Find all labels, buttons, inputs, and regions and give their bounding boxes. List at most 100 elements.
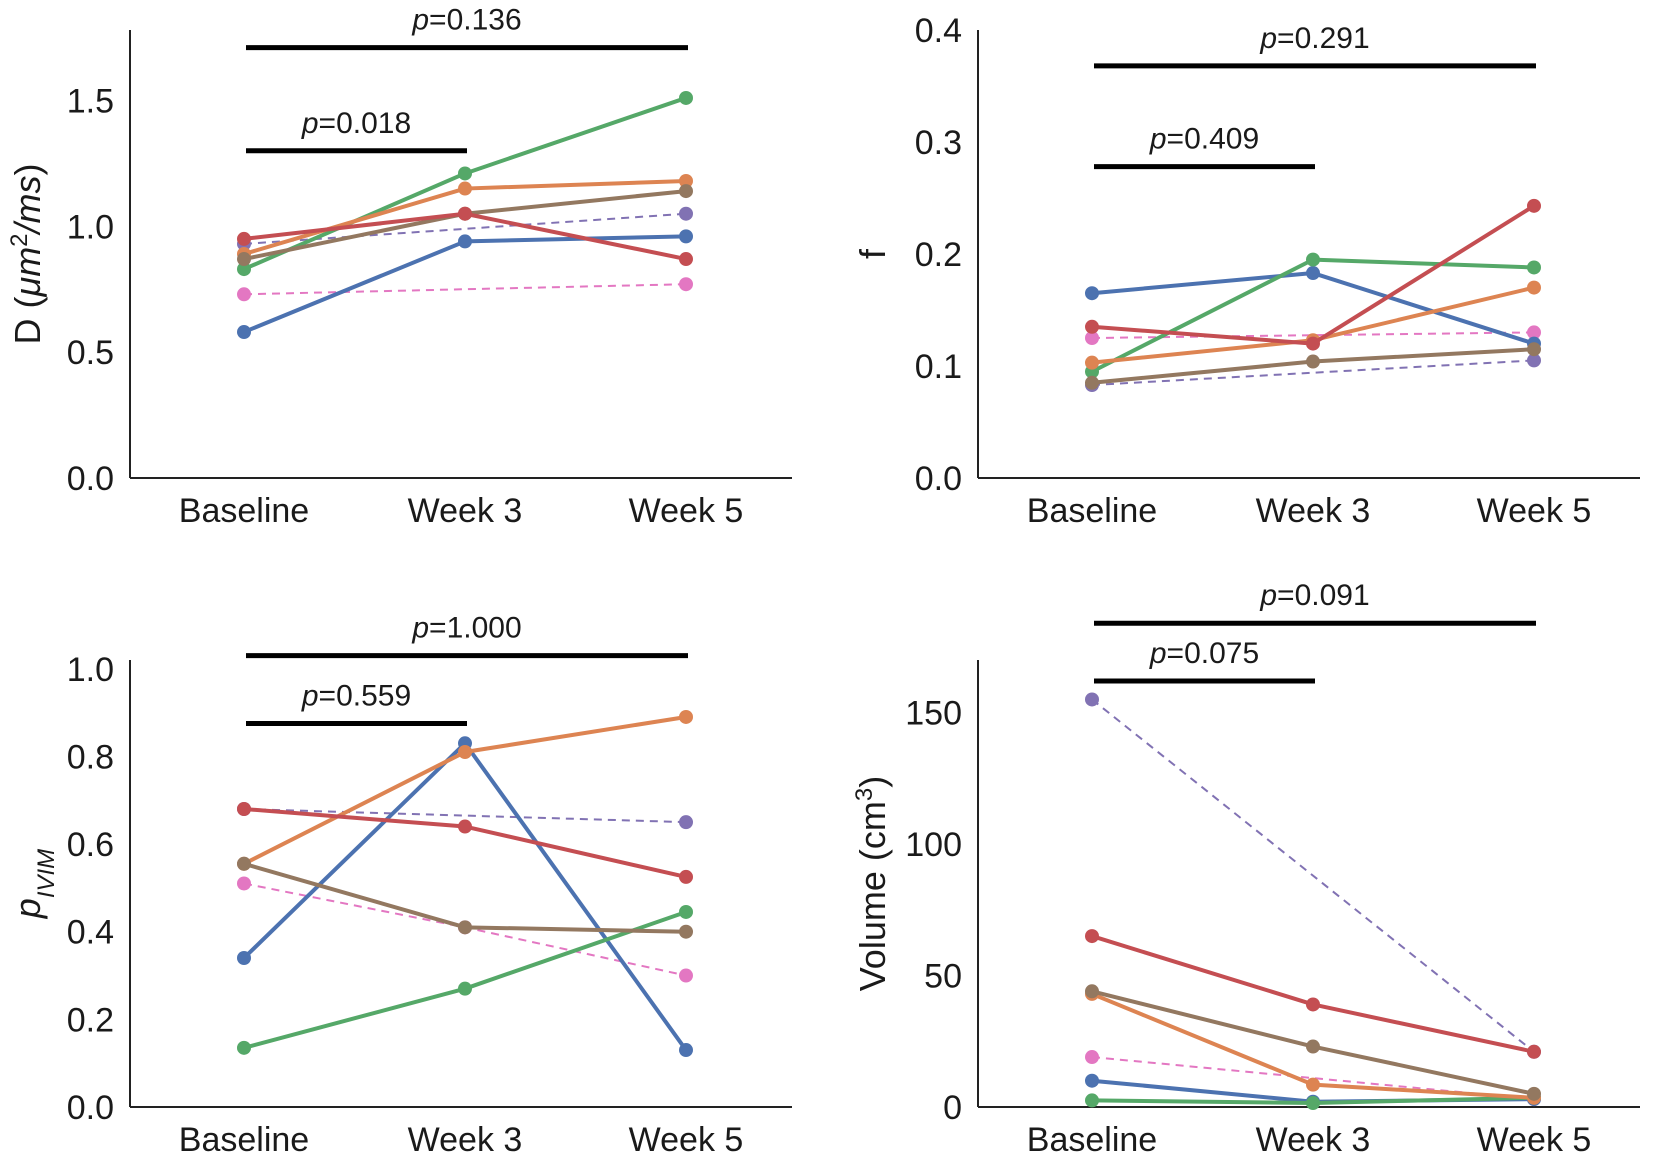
data-point-orange: [458, 181, 472, 196]
y-tick-label: 0.2: [67, 1001, 114, 1039]
data-point-green: [1527, 260, 1541, 275]
data-point-green: [1306, 252, 1320, 267]
data-point-blue: [1306, 266, 1320, 281]
x-tick-label: Baseline: [179, 1121, 309, 1157]
data-point-red: [1527, 1044, 1541, 1059]
y-tick-label: 1.5: [67, 82, 114, 120]
y-tick-label: 50: [924, 958, 962, 996]
data-point-brown: [679, 924, 693, 939]
data-point-brown: [1085, 984, 1099, 999]
data-point-pink: [1085, 1050, 1099, 1065]
data-point-red: [1527, 198, 1541, 213]
data-point-brown: [1085, 375, 1099, 390]
y-tick-label: 0.0: [915, 460, 962, 498]
y-tick-label: 0.8: [67, 738, 114, 776]
data-point-brown: [237, 252, 251, 267]
data-point-red: [458, 819, 472, 834]
series-line-red: [1091, 934, 1535, 1054]
p-symbol: p: [411, 612, 429, 645]
x-tick-label: Baseline: [1027, 492, 1157, 530]
data-point-green: [237, 262, 251, 277]
data-point-orange: [1527, 280, 1541, 295]
data-point-brown: [458, 920, 472, 935]
y-tick-label: 0.6: [67, 826, 114, 864]
p-value-label: p=0.075: [1149, 637, 1259, 670]
p-symbol: p: [1149, 123, 1167, 156]
x-tick-label: Week 3: [408, 1121, 523, 1157]
y-axis-label-part: D (: [7, 297, 48, 345]
p-symbol: p: [301, 107, 319, 140]
p-symbol: p: [411, 4, 429, 37]
data-point-orange: [458, 745, 472, 760]
data-point-blue: [1085, 1073, 1099, 1088]
data-point-pink: [1527, 325, 1541, 340]
data-point-blue: [679, 1043, 693, 1058]
y-tick-label: 0.0: [67, 1089, 114, 1127]
data-point-brown: [679, 184, 693, 199]
y-tick-label: 0.0: [67, 460, 114, 498]
y-axis-label: D (μm2/ms): [6, 163, 49, 344]
y-axis-label-part: f: [852, 248, 893, 259]
y-tick-label: 100: [905, 826, 962, 864]
data-point-red: [1085, 319, 1099, 334]
p-value-label: p=0.018: [301, 107, 411, 140]
series-line-purple: [1091, 359, 1535, 387]
chart-Volume: 0 50 100 150 Baseline Week 3 Week 5 Volume (cm3…: [851, 579, 1640, 1157]
data-point-blue: [237, 951, 251, 965]
data-point-brown: [237, 856, 251, 871]
p-value: =0.018: [319, 107, 412, 140]
data-point-green: [458, 166, 472, 181]
chart-D: 0.0 0.5 1.0 1.5 Baseline Week 3 Week 5 D (μm2/m…: [6, 4, 792, 530]
y-tick-label: 1.0: [67, 208, 114, 246]
data-point-pink: [679, 968, 693, 983]
x-tick-label: Baseline: [179, 492, 309, 530]
series-line-red: [243, 807, 687, 879]
data-point-green: [679, 90, 693, 105]
data-point-green: [237, 1040, 251, 1055]
data-point-pink: [679, 277, 693, 292]
y-axis-label-part: /ms: [7, 175, 48, 236]
p-symbol: p: [1259, 22, 1277, 55]
p-value: =0.091: [1277, 579, 1370, 612]
p-value-label: p=0.136: [411, 4, 521, 37]
y-axis-label-part: IVIM: [33, 849, 60, 898]
p-value-label: p=0.291: [1259, 22, 1369, 55]
data-point-pink: [237, 287, 251, 302]
data-point-purple: [1085, 692, 1099, 707]
x-tick-label: Week 3: [408, 492, 523, 530]
y-axis-label: Volume (cm3): [851, 776, 894, 991]
series-line-pink: [1091, 331, 1535, 339]
p-symbol: p: [301, 680, 319, 713]
y-tick-label: 0.1: [915, 348, 962, 386]
x-tick-label: Week 5: [629, 492, 744, 530]
y-axis-label: f: [852, 248, 893, 259]
y-tick-label: 0.4: [67, 914, 114, 952]
y-tick-label: 0.2: [915, 236, 962, 274]
series-line-blue: [243, 234, 687, 334]
y-axis-label-part: μm: [7, 247, 48, 298]
series-line-blue: [242, 741, 688, 1052]
data-point-orange: [1306, 1077, 1320, 1092]
y-tick-label: 150: [905, 695, 962, 733]
y-axis-label-part: 3: [851, 788, 878, 801]
p-value: =0.075: [1167, 637, 1260, 670]
data-point-green: [1306, 1096, 1320, 1111]
y-tick-label: 1.0: [67, 651, 114, 689]
data-point-brown: [1306, 354, 1320, 369]
y-axis-label-part: ): [852, 776, 893, 788]
y-tick-label: 0.5: [67, 334, 114, 372]
data-point-blue: [237, 325, 251, 340]
data-point-red: [1306, 336, 1320, 351]
data-point-red: [1085, 929, 1099, 944]
p-value: =0.291: [1277, 22, 1370, 55]
data-point-orange: [1085, 355, 1099, 370]
y-tick-label: 0: [943, 1089, 962, 1127]
p-value-label: p=0.559: [301, 680, 411, 713]
p-symbol: p: [1259, 579, 1277, 612]
data-point-red: [237, 802, 251, 816]
data-point-brown: [1527, 1086, 1541, 1101]
series-line-pink: [243, 283, 687, 296]
y-axis-label-part: 2: [6, 233, 33, 246]
